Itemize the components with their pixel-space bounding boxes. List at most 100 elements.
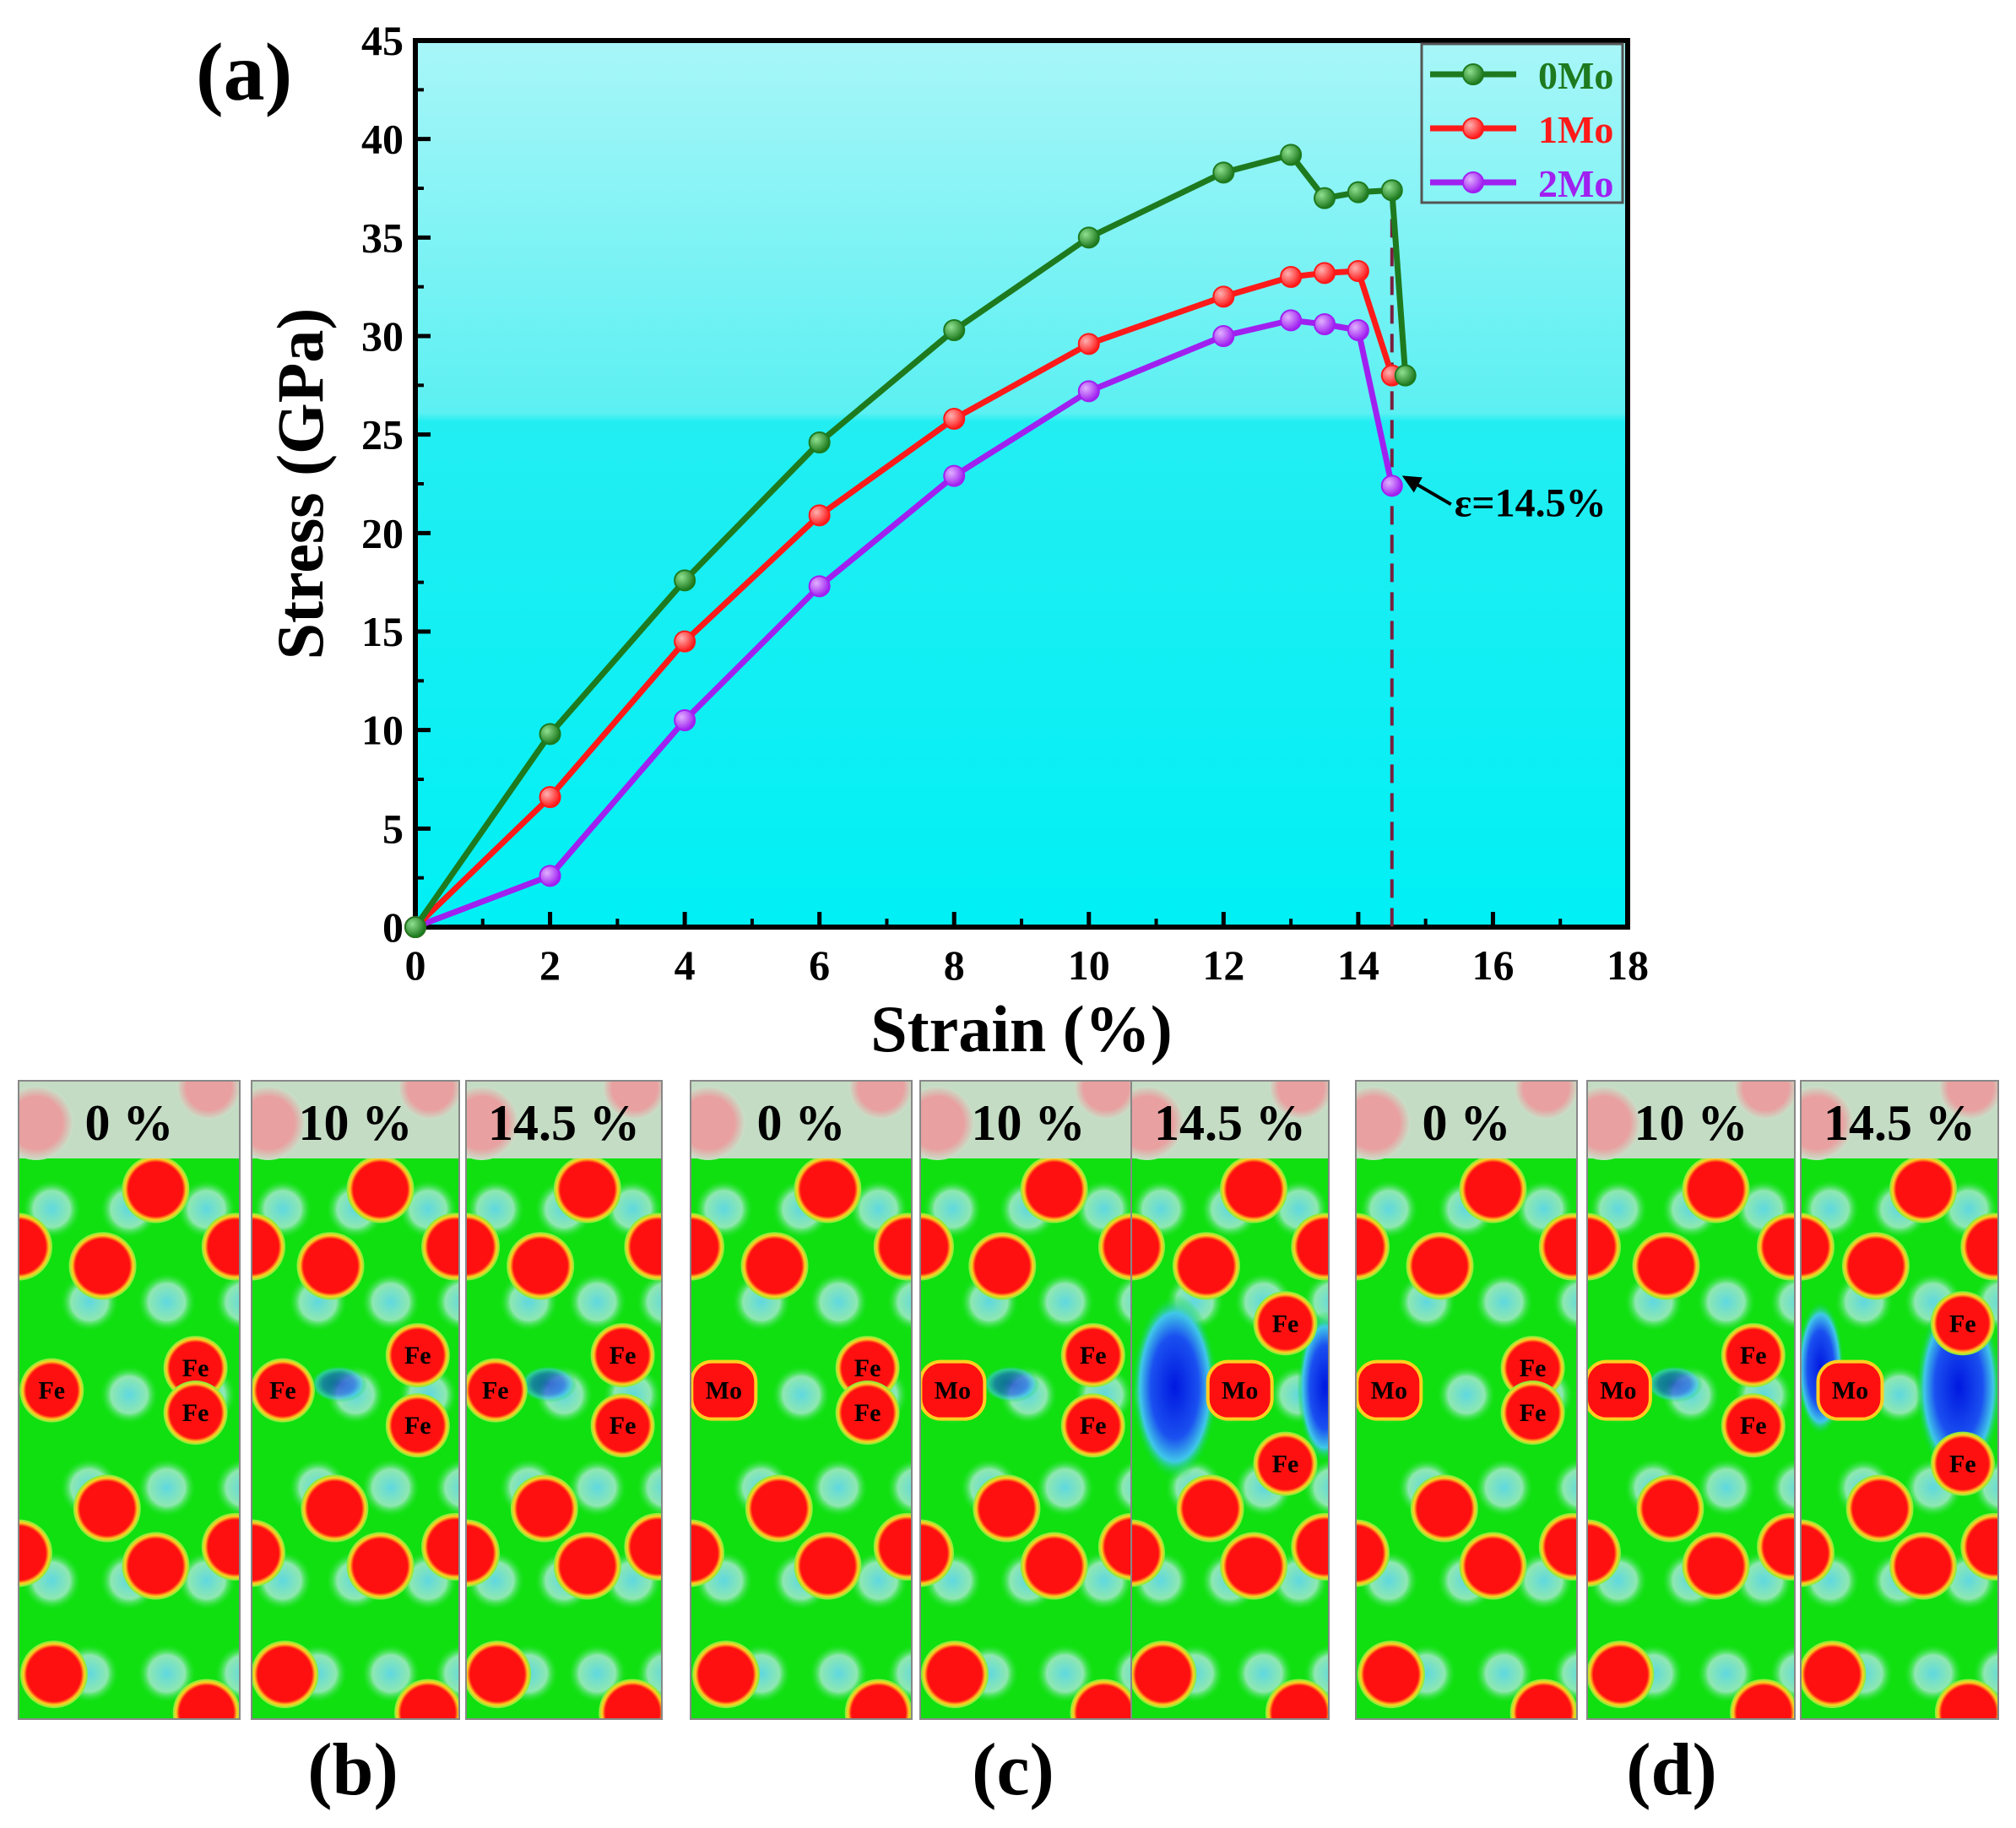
interstitial-density: [771, 1364, 832, 1425]
data-point-1Mo: [1314, 262, 1336, 285]
data-point-1Mo: [943, 408, 966, 430]
atom-label: Mo: [935, 1377, 971, 1405]
data-point-0Mo: [404, 916, 426, 938]
annotation-arrowhead: [1401, 475, 1423, 493]
atom-label: Fe: [182, 1354, 209, 1382]
x-tick-label: 0: [405, 941, 426, 989]
lattice-atom: [1960, 1512, 1998, 1581]
lattice-atom: [691, 1641, 760, 1709]
lattice-atom: [201, 1512, 240, 1581]
atom-label: Fe: [1520, 1354, 1547, 1382]
data-point-2Mo: [1212, 325, 1235, 347]
header-atom-shadow: [1514, 1081, 1577, 1120]
legend-label-2Mo: 2Mo: [1538, 162, 1613, 205]
lattice-atom: [844, 1679, 912, 1719]
frame-border: [1130, 1080, 1330, 1720]
labelled-atom-Fe: [1500, 1380, 1565, 1446]
lattice-atom: [1632, 1232, 1700, 1300]
plot-area: [415, 41, 1628, 927]
plot-frame: [413, 38, 1630, 930]
header-atom-shadow: [1074, 1081, 1136, 1120]
lattice-atom: [553, 1155, 621, 1223]
y-axis-label: Stress (GPa): [263, 308, 337, 660]
lattice-atom: [1538, 1212, 1577, 1281]
frame-border: [1355, 1080, 1578, 1720]
lattice-atom: [1682, 1532, 1750, 1600]
data-point-0Mo: [1280, 144, 1303, 166]
atom-label: Mo: [706, 1377, 742, 1405]
lattice-atom: [1097, 1212, 1136, 1281]
lattice-atom: [296, 1232, 365, 1300]
interstitial-density: [1473, 1457, 1535, 1518]
labelled-atom-Fe: [1253, 1431, 1318, 1496]
lattice-atom: [1636, 1474, 1704, 1543]
atom-label: Fe: [1272, 1451, 1299, 1478]
lattice-atom: [510, 1474, 578, 1543]
lattice-atom: [1757, 1212, 1795, 1281]
charge-depletion-region: [519, 1365, 577, 1403]
lattice-atom: [745, 1474, 813, 1543]
x-tick-label: 8: [944, 941, 965, 989]
labelled-atom-Fe: [1253, 1291, 1318, 1356]
labelled-atom-Fe: [385, 1323, 450, 1388]
lattice-atom: [201, 1212, 240, 1281]
y-tick-label: 5: [382, 805, 404, 852]
legend-marker-0Mo: [1462, 63, 1484, 85]
interstitial-density: [1768, 1272, 1795, 1332]
atom-label: Mo: [1600, 1377, 1636, 1405]
labelled-atom-Fe: [835, 1380, 900, 1446]
data-point-1Mo: [808, 504, 831, 527]
lattice-atom: [624, 1512, 662, 1581]
lattice-atom: [1587, 1519, 1621, 1587]
header-atom-shadow: [1587, 1086, 1641, 1160]
x-tick-label: 16: [1471, 941, 1514, 989]
data-point-0Mo: [539, 723, 561, 746]
data-point-0Mo: [1394, 364, 1417, 387]
frame-border: [1586, 1080, 1796, 1720]
labelled-atom-Fe: [385, 1393, 450, 1458]
lattice-atom: [252, 1519, 285, 1587]
lattice-atom: [1960, 1212, 1998, 1281]
atom-label: Fe: [1272, 1310, 1299, 1337]
atom-label: Fe: [1740, 1342, 1767, 1370]
panel-label-a: (a): [196, 27, 292, 118]
interstitial-density: [432, 1272, 459, 1332]
atom-label: Fe: [482, 1377, 509, 1405]
y-tick-label: 45: [361, 17, 404, 64]
lattice-atom: [1291, 1212, 1329, 1281]
lattice-atom: [1131, 1212, 1165, 1281]
strain-label: 10 %: [972, 1095, 1086, 1151]
data-point-0Mo: [808, 431, 831, 453]
lattice-atom: [1587, 1641, 1655, 1709]
labelled-atom-Fe: [590, 1323, 655, 1388]
interstitial-density: [635, 1272, 662, 1332]
interstitial-density: [1551, 1272, 1577, 1332]
frame-border: [465, 1080, 663, 1720]
atom-label: Fe: [854, 1354, 881, 1382]
lattice-atom: [466, 1519, 500, 1587]
lattice-atom: [252, 1212, 285, 1281]
lattice-atom: [1801, 1212, 1834, 1281]
interstitial-density: [214, 1457, 240, 1518]
lattice-atom: [19, 1519, 52, 1587]
lattice-atom: [172, 1679, 240, 1719]
y-axis-ticks: 0 5 10 15 20 25 30 35 40 45: [361, 17, 431, 951]
data-point-2Mo: [1314, 313, 1336, 335]
lattice-atom: [346, 1155, 415, 1223]
data-point-0Mo: [943, 319, 966, 341]
interstitial-density: [99, 1364, 160, 1425]
stress-strain-chart: 0 5 10 15 20 25 30 35 40 45 0 2 4 6 8 10 12 14 16 18 ε=14.…: [263, 17, 1649, 1066]
interstitial-density: [1034, 1457, 1096, 1518]
atom-label: Fe: [1080, 1342, 1107, 1370]
data-point-1Mo: [1347, 260, 1369, 282]
atom-label: Fe: [610, 1412, 637, 1440]
interstitial-density: [1695, 1272, 1757, 1332]
lattice-atom: [1410, 1474, 1478, 1543]
data-point-2Mo: [539, 865, 561, 887]
data-point-2Mo: [1280, 309, 1303, 332]
lattice-atom: [873, 1212, 912, 1281]
data-point-2Mo: [1380, 475, 1403, 497]
frame-border: [18, 1080, 241, 1720]
interstitial-density: [566, 1457, 628, 1518]
interstitial-density: [1768, 1457, 1795, 1518]
